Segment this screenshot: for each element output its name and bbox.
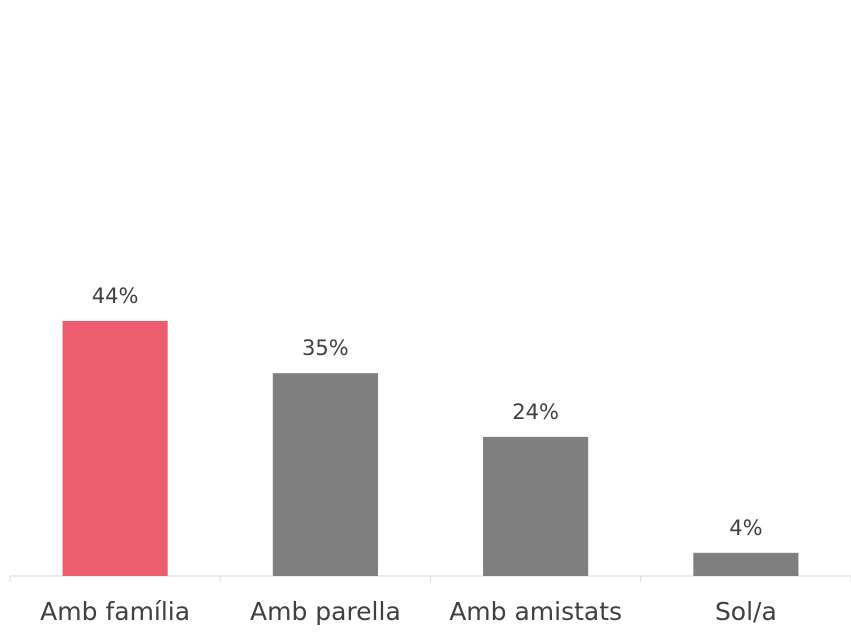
bar xyxy=(62,321,168,576)
x-tick-label: Amb parella xyxy=(250,597,401,626)
data-label: 24% xyxy=(512,400,559,424)
bar xyxy=(272,373,378,576)
x-tick-label: Sol/a xyxy=(715,597,777,626)
x-tick-label: Amb família xyxy=(40,597,190,626)
data-label: 35% xyxy=(302,336,349,360)
bar xyxy=(483,436,589,576)
bar xyxy=(693,552,799,576)
x-tick-label: Amb amistats xyxy=(449,597,622,626)
data-label: 4% xyxy=(729,516,762,540)
data-label: 44% xyxy=(92,284,139,308)
